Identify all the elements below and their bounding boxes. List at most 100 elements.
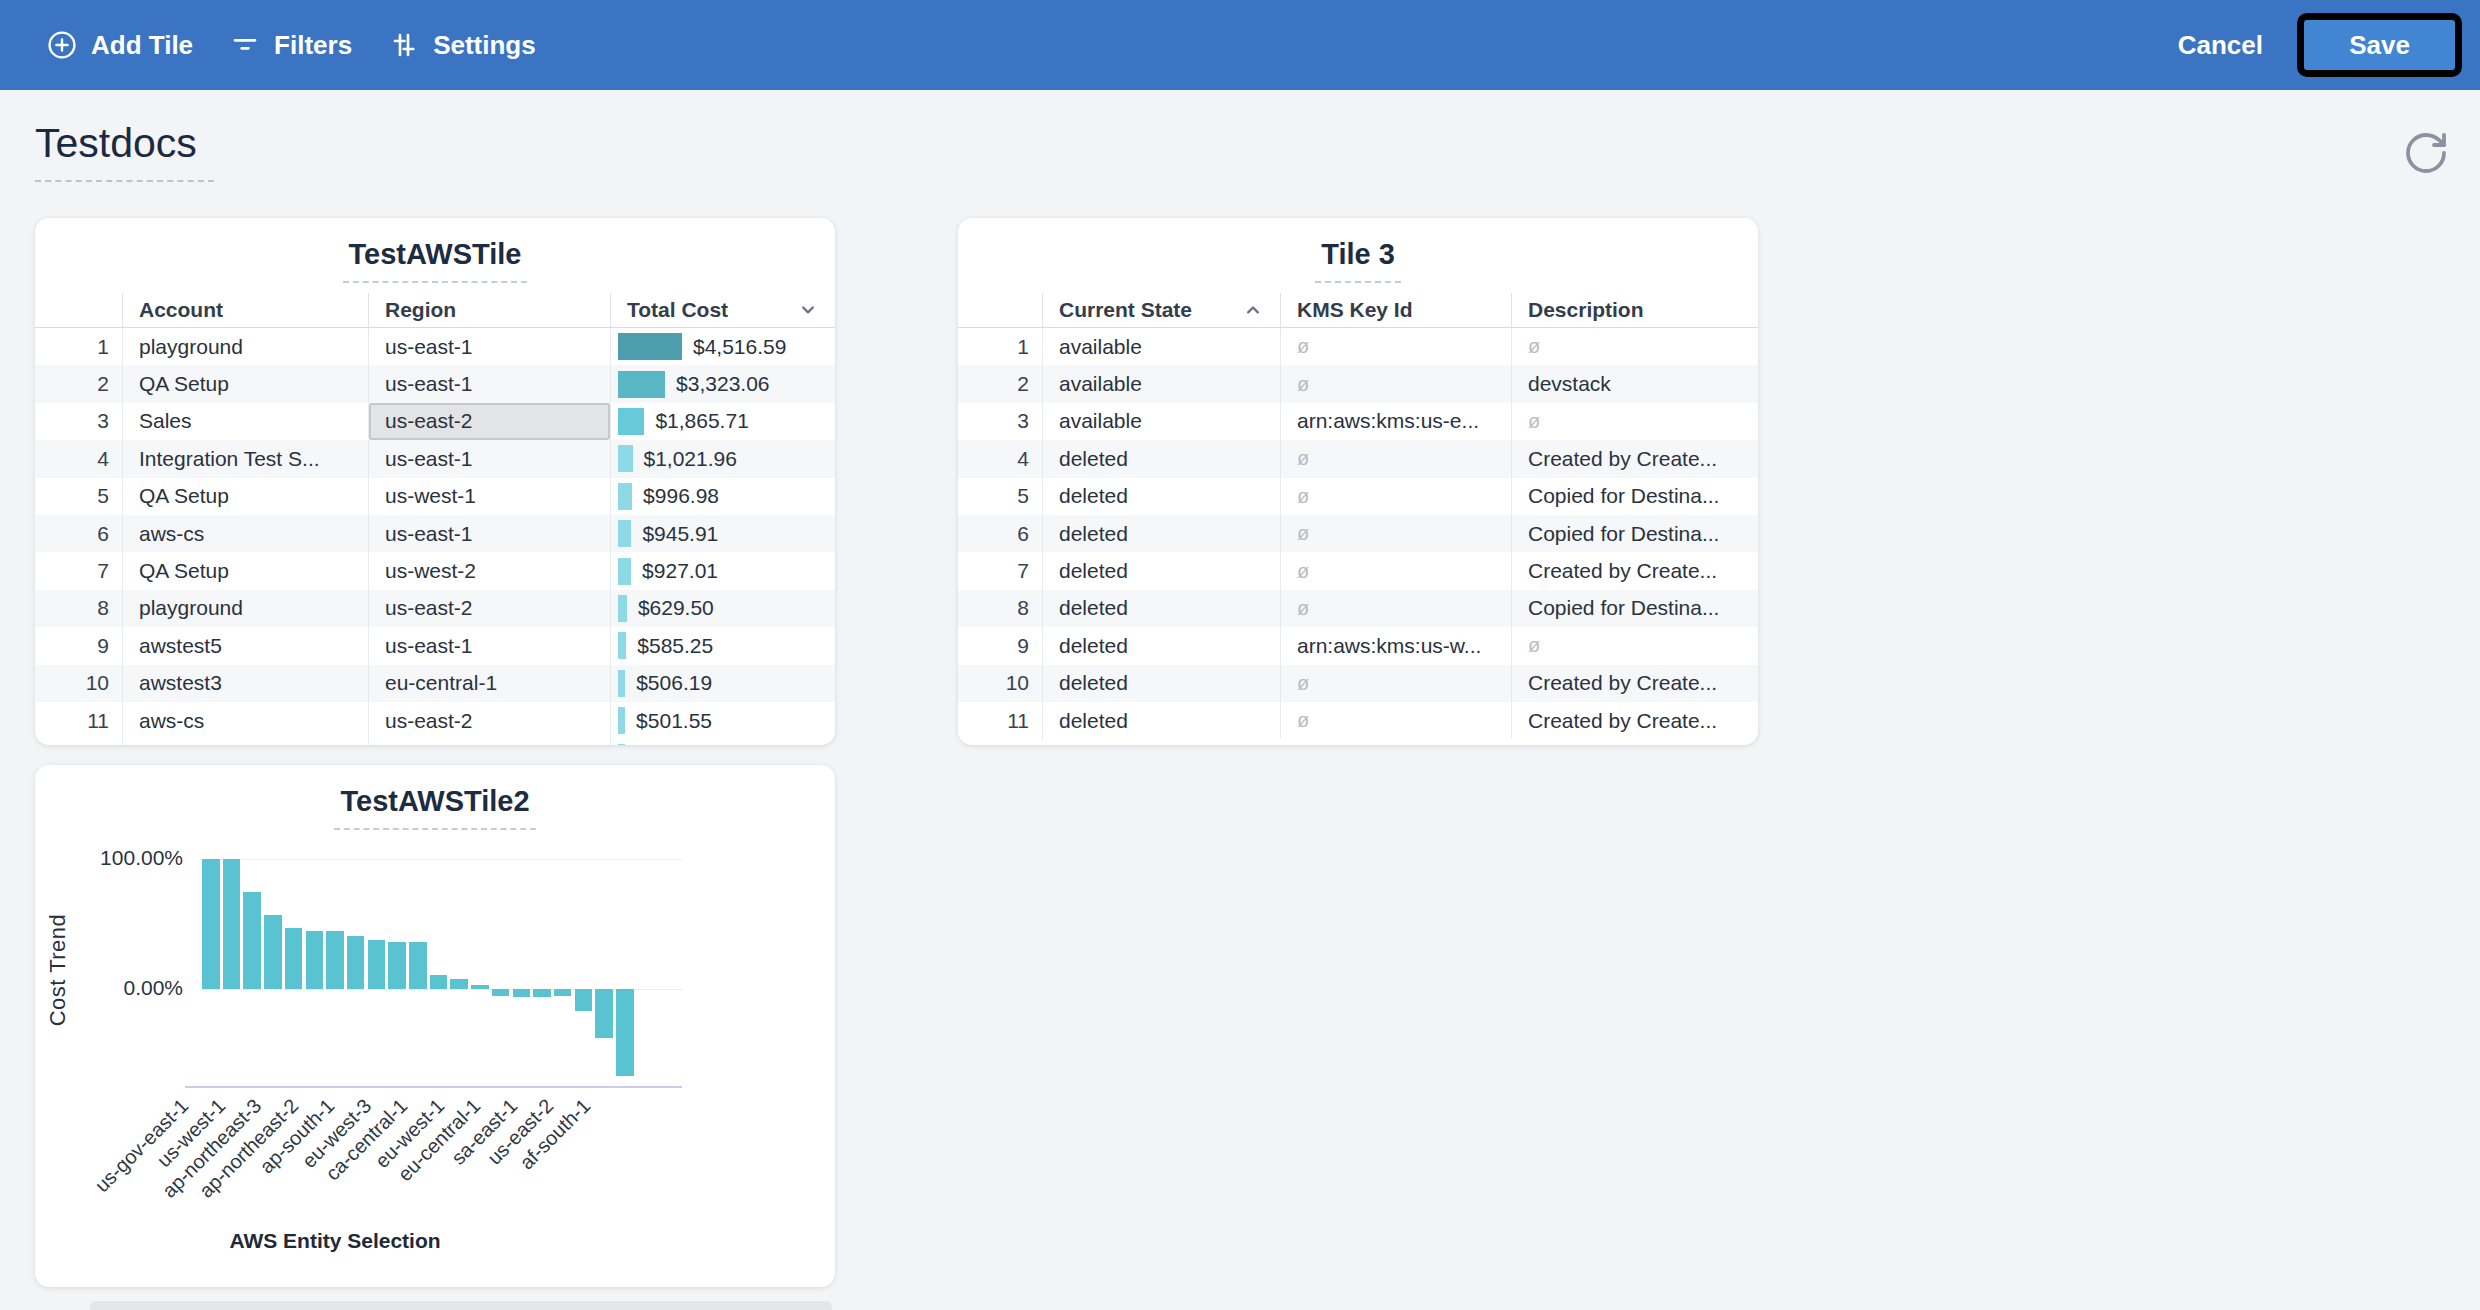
aws-cost-table: Account Region Total Cost 1playgroundus-…: [35, 293, 835, 745]
cell-total-cost[interactable]: $585.25: [610, 627, 835, 664]
cell-kms-key-id[interactable]: ø: [1280, 478, 1511, 515]
row-number: 10: [35, 665, 122, 702]
cell-total-cost[interactable]: $1,021.96: [610, 440, 835, 477]
save-button[interactable]: Save: [2304, 20, 2455, 70]
cell-kms-key-id[interactable]: ø: [1280, 552, 1511, 589]
cell-current-state[interactable]: deleted: [1042, 702, 1280, 739]
cell-total-cost[interactable]: $501.55: [610, 702, 835, 739]
settings-button[interactable]: Settings: [388, 29, 536, 61]
cell-current-state[interactable]: deleted: [1042, 478, 1280, 515]
null-value-symbol: ø: [1528, 335, 1540, 358]
cell-account[interactable]: awstest5: [122, 627, 368, 664]
cell-region[interactable]: us-east-1: [368, 365, 610, 402]
cell-kms-key-id[interactable]: ø: [1280, 365, 1511, 402]
cell-region[interactable]: us-east-1: [368, 627, 610, 664]
cost-value: $506.19: [636, 671, 712, 695]
cell-total-cost[interactable]: $3,323.06: [610, 365, 835, 402]
cell-total-cost[interactable]: $629.50: [610, 590, 835, 627]
cost-bar: [618, 744, 625, 745]
cell-region[interactable]: us-east-1: [368, 515, 610, 552]
cell-total-cost[interactable]: $1,865.71: [610, 403, 835, 440]
cell-description[interactable]: Copied for Destina...: [1511, 515, 1758, 552]
cell-total-cost[interactable]: $945.91: [610, 515, 835, 552]
cell-current-state[interactable]: deleted: [1042, 552, 1280, 589]
cell-account[interactable]: aws-cs: [122, 515, 368, 552]
cost-value: $585.25: [637, 634, 713, 658]
cell-account[interactable]: QA Setup: [122, 365, 368, 402]
cell-total-cost[interactable]: $996.98: [610, 478, 835, 515]
cell-account[interactable]: QA Setup: [122, 552, 368, 589]
column-header-kms-key-id[interactable]: KMS Key Id: [1280, 293, 1511, 327]
next-tile-edge: [90, 1301, 832, 1310]
cell-region[interactable]: [368, 739, 610, 745]
refresh-button[interactable]: [2400, 128, 2452, 180]
cell-account[interactable]: aws-cs: [122, 702, 368, 739]
cell-account[interactable]: Integration Test S...: [122, 440, 368, 477]
cell-current-state[interactable]: deleted: [1042, 590, 1280, 627]
cell-current-state[interactable]: deleted: [1042, 627, 1280, 664]
cell-kms-key-id[interactable]: ø: [1280, 702, 1511, 739]
cell-region[interactable]: us-east-2: [368, 702, 610, 739]
cell-account[interactable]: Sales: [122, 403, 368, 440]
chart-bar: [616, 989, 634, 1076]
cost-bar: [618, 670, 625, 697]
dashboard-title-text[interactable]: Testdocs: [35, 120, 214, 182]
cell-account[interactable]: playground: [122, 590, 368, 627]
column-header-description[interactable]: Description: [1511, 293, 1758, 327]
cell-current-state[interactable]: available: [1042, 403, 1280, 440]
cell-region[interactable]: us-west-2: [368, 552, 610, 589]
cell-current-state[interactable]: deleted: [1042, 515, 1280, 552]
chart-bar: [264, 915, 282, 989]
cell-description[interactable]: devstack: [1511, 365, 1758, 402]
cancel-button[interactable]: Cancel: [2178, 30, 2263, 61]
cell-kms-key-id[interactable]: ø: [1280, 328, 1511, 365]
cell-description[interactable]: Created by Create...: [1511, 440, 1758, 477]
cell-current-state[interactable]: available: [1042, 365, 1280, 402]
cell-account[interactable]: awstest3: [122, 665, 368, 702]
toolbar-right-group: Cancel Save: [2178, 13, 2462, 77]
cell-total-cost[interactable]: $506.19: [610, 665, 835, 702]
cell-kms-key-id[interactable]: ø: [1280, 590, 1511, 627]
toolbar-left-group: Add Tile Filters Settings: [46, 29, 536, 61]
tile-title-tile3[interactable]: Tile 3: [1315, 238, 1401, 283]
cell-region[interactable]: eu-central-1: [368, 665, 610, 702]
cell-current-state[interactable]: available: [1042, 328, 1280, 365]
cell-total-cost[interactable]: [610, 739, 835, 745]
cell-account[interactable]: QA Setup: [122, 478, 368, 515]
cell-description[interactable]: ø: [1511, 403, 1758, 440]
cell-account[interactable]: playground: [122, 328, 368, 365]
cell-current-state[interactable]: deleted: [1042, 665, 1280, 702]
cell-current-state[interactable]: deleted: [1042, 440, 1280, 477]
cell-kms-key-id[interactable]: arn:aws:kms:us-w...: [1280, 627, 1511, 664]
cost-value: $1,021.96: [644, 447, 737, 471]
cell-account[interactable]: [122, 739, 368, 745]
cell-total-cost[interactable]: $927.01: [610, 552, 835, 589]
cell-description[interactable]: Created by Create...: [1511, 665, 1758, 702]
column-header-current-state[interactable]: Current State: [1042, 293, 1280, 327]
cell-region[interactable]: us-east-1: [368, 440, 610, 477]
cell-region[interactable]: us-east-1: [368, 328, 610, 365]
add-tile-button[interactable]: Add Tile: [46, 29, 193, 61]
cell-kms-key-id[interactable]: arn:aws:kms:us-e...: [1280, 403, 1511, 440]
filters-button[interactable]: Filters: [229, 29, 352, 61]
cell-region[interactable]: us-west-1: [368, 478, 610, 515]
cell-description[interactable]: ø: [1511, 328, 1758, 365]
column-header-region[interactable]: Region: [368, 293, 610, 327]
cell-description[interactable]: Copied for Destina...: [1511, 590, 1758, 627]
table-row: 7QA Setupus-west-2$927.01: [35, 552, 835, 589]
cell-description[interactable]: Copied for Destina...: [1511, 478, 1758, 515]
cell-total-cost[interactable]: $4,516.59: [610, 328, 835, 365]
cell-region[interactable]: us-east-2: [368, 590, 610, 627]
row-number: 4: [35, 440, 122, 477]
cell-kms-key-id[interactable]: ø: [1280, 440, 1511, 477]
cell-kms-key-id[interactable]: ø: [1280, 515, 1511, 552]
cost-bar: [618, 632, 626, 659]
cell-description[interactable]: ø: [1511, 627, 1758, 664]
column-header-account[interactable]: Account: [122, 293, 368, 327]
cell-description[interactable]: Created by Create...: [1511, 702, 1758, 739]
column-header-total-cost[interactable]: Total Cost: [610, 293, 835, 327]
tile-title-testawstile[interactable]: TestAWSTile: [343, 238, 528, 283]
cell-description[interactable]: Created by Create...: [1511, 552, 1758, 589]
cell-kms-key-id[interactable]: ø: [1280, 665, 1511, 702]
selected-cell-region[interactable]: us-east-2: [368, 403, 610, 440]
